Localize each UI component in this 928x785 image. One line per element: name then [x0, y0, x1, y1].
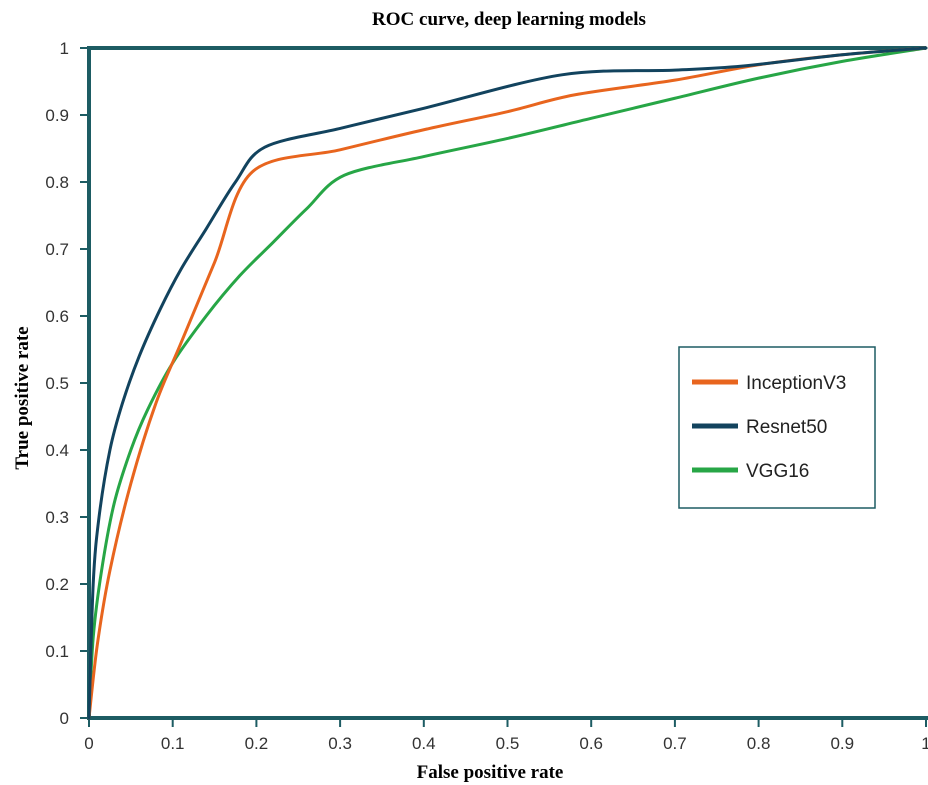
legend-label-resnet50: Resnet50	[746, 417, 827, 438]
x-tick-label: 0.8	[747, 734, 771, 753]
y-tick-label: 0.4	[45, 441, 69, 460]
series-line-inceptionv3	[87, 46, 928, 720]
x-tick-label: 0.4	[412, 734, 436, 753]
y-tick-label: 0.8	[45, 173, 69, 192]
legend-label-vgg16: VGG16	[746, 461, 809, 482]
x-tick-label: 0	[84, 734, 93, 753]
y-tick-label: 1	[60, 39, 69, 58]
x-axis-ticks: 0 0.1 0.2 0.3 0.4 0.5 0.6 0.7 0.8 0.9 1	[84, 718, 928, 753]
x-tick-label: 0.2	[245, 734, 269, 753]
y-axis-ticks: 0 0.1 0.2 0.3 0.4 0.5 0.6 0.7 0.8 0.9 1	[45, 39, 89, 728]
series-lines	[87, 46, 928, 720]
x-tick-label: 0.5	[496, 734, 520, 753]
legend-label-inceptionv3: InceptionV3	[746, 373, 846, 394]
y-tick-label: 0.3	[45, 508, 69, 527]
legend: InceptionV3 Resnet50 VGG16	[678, 346, 876, 509]
y-tick-label: 0	[60, 709, 69, 728]
series-line-vgg16	[87, 46, 928, 720]
series-line-resnet50	[87, 46, 928, 720]
y-tick-label: 0.7	[45, 240, 69, 259]
x-tick-label: 0.6	[579, 734, 603, 753]
x-axis-label: False positive rate	[417, 762, 564, 783]
y-tick-label: 0.1	[45, 642, 69, 661]
x-tick-label: 0.3	[328, 734, 352, 753]
x-tick-label: 1	[921, 734, 928, 753]
x-tick-label: 0.9	[830, 734, 854, 753]
y-axis-label: True positive rate	[12, 326, 33, 469]
y-tick-label: 0.9	[45, 106, 69, 125]
y-tick-label: 0.5	[45, 374, 69, 393]
chart-title: ROC curve, deep learning models	[372, 9, 646, 30]
x-tick-label: 0.7	[663, 734, 687, 753]
y-tick-label: 0.6	[45, 307, 69, 326]
y-tick-label: 0.2	[45, 575, 69, 594]
x-tick-label: 0.1	[161, 734, 185, 753]
